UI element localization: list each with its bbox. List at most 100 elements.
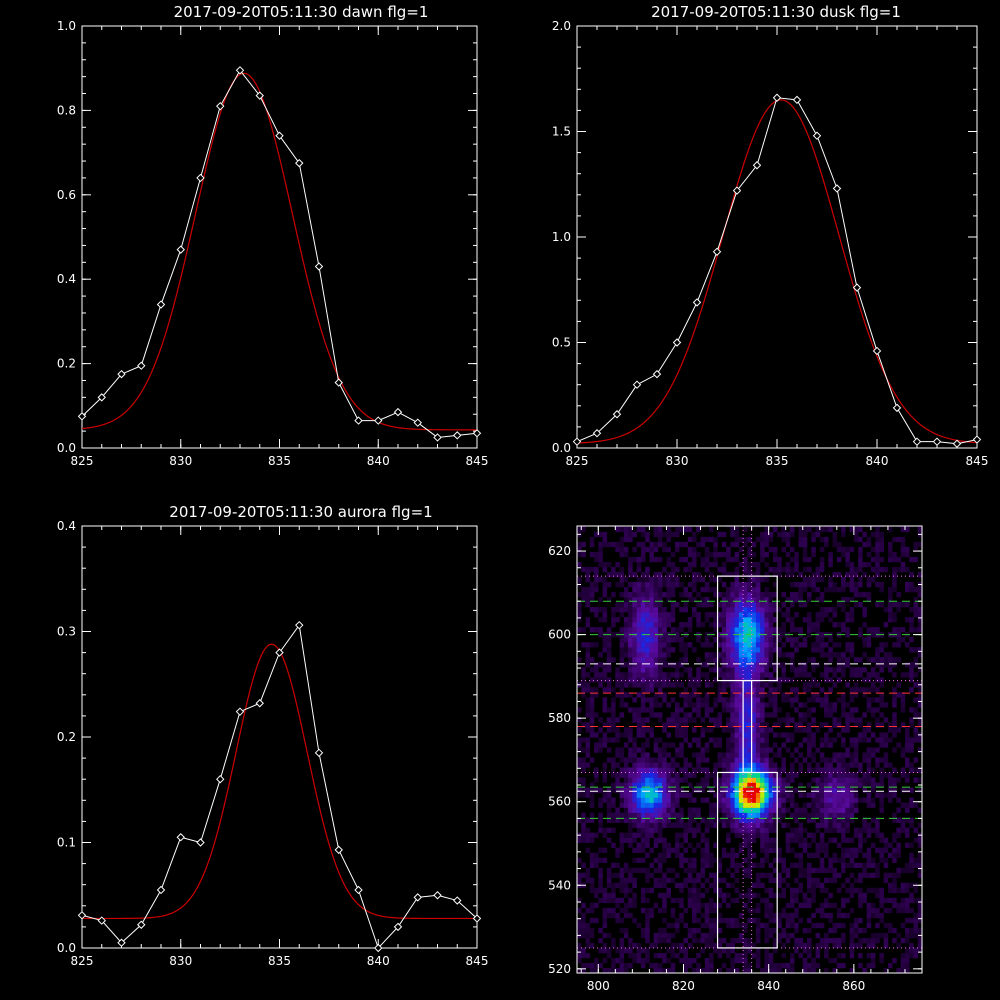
dawn-data-point [117, 369, 126, 379]
dusk-data-point [672, 338, 682, 347]
dusk-data-point [652, 369, 662, 379]
dusk-y-tick-label: 0.5 [552, 336, 571, 350]
aurora-y-tick-label: 0.2 [57, 730, 76, 744]
dusk-data-point [832, 184, 842, 193]
aurora-data-point [117, 938, 126, 947]
aurora-data-point [156, 885, 166, 895]
aurora-x-tick-label: 840 [367, 954, 390, 968]
dusk-data-point [872, 346, 882, 356]
aurora-data-point [137, 920, 146, 929]
dawn-fit-curve [82, 72, 477, 431]
heatmap-region-box [742, 679, 753, 774]
dusk-data-point [792, 95, 802, 105]
aurora-y-tick-label: 0.4 [57, 519, 76, 533]
dawn-x-tick-label: 825 [71, 454, 94, 468]
dusk-data-point [912, 437, 922, 446]
dusk-data-point [892, 403, 902, 413]
aurora-x-tick-label: 825 [71, 954, 94, 968]
aurora-x-tick-label: 830 [169, 954, 192, 968]
dusk-x-tick-label: 845 [966, 454, 989, 468]
dusk-data-point [592, 429, 602, 438]
dawn-data-point [176, 245, 185, 254]
heatmap-panel: 800 820 840 860 520 540 560 580 600 620 [548, 525, 923, 993]
dawn-y-tick-label: 1.0 [57, 19, 76, 33]
heatmap-y-tick-label: 560 [548, 795, 571, 809]
aurora-data-point [354, 885, 363, 895]
aurora-data-point [295, 620, 304, 630]
dusk-panel: 2017-09-20T05:11:30 dusk flg=1 825 830 835… [552, 3, 989, 468]
dawn-y-tick-label: 0.4 [57, 272, 76, 286]
aurora-data-point [196, 838, 205, 847]
dawn-x-tick-label: 845 [466, 454, 489, 468]
dawn-data-point [314, 262, 324, 271]
dawn-plot-area: 825 830 835 840 845 0.0 0.2 0.4 0.6 0.8 1.0 [57, 19, 489, 468]
dusk-frame [576, 25, 978, 449]
dawn-data-point [334, 378, 343, 387]
dawn-data-point [137, 361, 146, 370]
dawn-title: 2017-09-20T05:11:30 dawn flg=1 [174, 3, 429, 21]
dawn-data-point [295, 158, 304, 168]
aurora-y-tick-label: 0.0 [57, 941, 76, 955]
dusk-title: 2017-09-20T05:11:30 dusk flg=1 [651, 3, 901, 21]
dusk-data-point [952, 439, 962, 448]
dawn-y-tick-label: 0.8 [57, 103, 76, 117]
dusk-data-point [712, 247, 722, 256]
dusk-data-point [972, 435, 982, 444]
aurora-x-tick-label: 835 [268, 954, 291, 968]
dawn-data-point [156, 300, 166, 309]
dawn-y-tick-label: 0.6 [57, 188, 76, 202]
heatmap-x-tick-label: 800 [587, 979, 610, 993]
dawn-x-tick-label: 835 [268, 454, 291, 468]
dawn-data-point [77, 412, 87, 421]
aurora-plot-area: 825 830 835 840 845 0.0 0.1 0.2 0.3 0.4 [57, 519, 489, 968]
aurora-frame [81, 525, 478, 949]
aurora-y-tick-label: 0.1 [57, 836, 76, 850]
aurora-data-point [472, 914, 482, 923]
dawn-frame [81, 25, 478, 449]
dusk-y-tick-label: 1.0 [552, 230, 571, 244]
dawn-data-point [393, 407, 403, 417]
dawn-data-point [354, 416, 363, 425]
dawn-data-point [255, 91, 264, 100]
dusk-data-point [852, 283, 862, 292]
aurora-data-point [77, 911, 87, 920]
dusk-data-point [932, 437, 942, 446]
heatmap-y-tick-label: 620 [548, 544, 571, 558]
dusk-y-tick-label: 1.5 [552, 125, 571, 139]
dawn-x-tick-label: 840 [367, 454, 390, 468]
dusk-data-point [612, 410, 622, 419]
aurora-data-point [393, 922, 403, 932]
heatmap-y-tick-label: 520 [548, 962, 571, 976]
dusk-y-tick-label: 2.0 [552, 19, 571, 33]
aurora-data-point [176, 833, 185, 842]
dusk-x-tick-label: 840 [866, 454, 889, 468]
dawn-y-tick-label: 0.0 [57, 441, 76, 455]
dawn-data-point [374, 416, 383, 425]
heatmap-plot-area: 800 820 840 860 520 540 560 580 600 620 [548, 525, 923, 993]
heatmap-y-tick-label: 580 [548, 711, 571, 725]
dawn-data-point [235, 66, 245, 75]
aurora-data-point [314, 748, 324, 758]
dawn-data-point [196, 173, 205, 183]
dawn-data-point [97, 393, 106, 402]
aurora-y-tick-label: 0.3 [57, 625, 76, 639]
heatmap-x-tick-label: 820 [672, 979, 695, 993]
dusk-data-point [692, 298, 702, 307]
aurora-data-point [275, 648, 284, 657]
dusk-y-tick-label: 0.0 [552, 441, 571, 455]
dawn-data-point [433, 433, 442, 442]
aurora-data-point [235, 707, 245, 716]
heatmap-y-tick-label: 600 [548, 628, 571, 642]
dusk-data-point [732, 186, 742, 195]
aurora-data-point [413, 893, 422, 902]
aurora-panel: 2017-09-20T05:11:30 aurora flg=1 825 830 8… [57, 503, 489, 968]
dusk-x-tick-label: 835 [766, 454, 789, 468]
dawn-panel: 2017-09-20T05:11:30 dawn flg=1 825 830 835… [57, 3, 489, 468]
dusk-x-tick-label: 825 [566, 454, 589, 468]
dawn-data-point [453, 431, 462, 440]
aurora-x-tick-label: 845 [466, 954, 489, 968]
heatmap-x-tick-label: 840 [757, 979, 780, 993]
aurora-data-point [255, 699, 264, 708]
dawn-data-point [472, 429, 482, 438]
